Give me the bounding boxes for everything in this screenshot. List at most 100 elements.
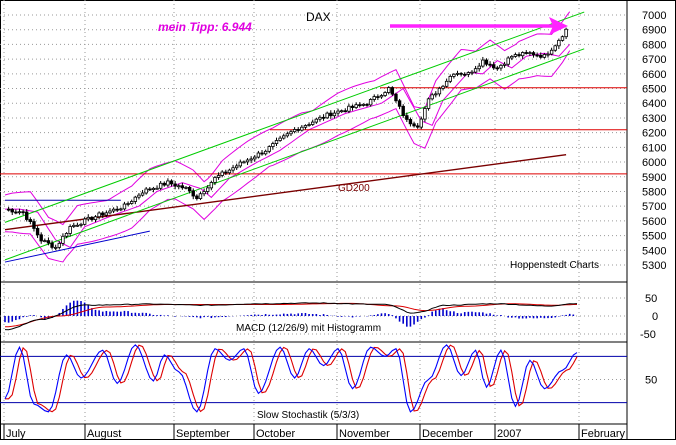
candle	[455, 70, 460, 77]
candle	[531, 50, 536, 58]
candle	[296, 127, 300, 133]
candle	[129, 199, 134, 205]
candle	[535, 52, 539, 58]
candle	[119, 207, 123, 212]
candle	[32, 218, 36, 232]
candle	[477, 62, 481, 72]
candle	[423, 106, 427, 123]
candle	[484, 58, 489, 67]
candle	[28, 217, 33, 225]
channel-lower	[4, 48, 585, 261]
x-tick-label: December	[422, 428, 473, 440]
candle	[390, 86, 395, 96]
candle	[245, 158, 250, 165]
candle	[289, 129, 293, 137]
candle	[242, 160, 246, 164]
tick-label: -50	[640, 329, 656, 341]
candle	[310, 119, 315, 126]
candle	[430, 92, 434, 101]
candle	[133, 195, 138, 205]
candle	[97, 211, 101, 220]
candle	[481, 56, 485, 68]
candle	[303, 124, 308, 130]
stochastic-label: Slow Stochastik (5/3/3)	[257, 410, 359, 421]
x-axis-labels: July August September October November Decemb…	[6, 428, 626, 440]
tick-label: 5500	[642, 231, 666, 243]
tick-label: 6900	[642, 25, 666, 37]
tick-label: 5600	[642, 216, 666, 228]
tick-label: 6500	[642, 84, 666, 96]
candle	[499, 63, 503, 71]
tick-label: 6600	[642, 69, 666, 81]
x-tick-label: September	[176, 428, 230, 440]
candle	[93, 215, 98, 223]
macd-axis-labels: 50 0 -50	[640, 293, 658, 341]
tick-label: 5800	[642, 186, 666, 198]
tick-label: 6200	[642, 128, 666, 140]
candle	[336, 108, 340, 117]
candle	[354, 102, 358, 110]
stoch-axis-labels: 50	[645, 375, 657, 387]
candle	[307, 122, 311, 127]
candle	[285, 131, 290, 138]
candle	[274, 137, 279, 147]
candle	[339, 109, 344, 113]
candle	[140, 189, 145, 197]
candle	[437, 86, 442, 97]
candle	[82, 217, 87, 226]
candle	[300, 125, 304, 132]
support-lines	[0, 87, 627, 201]
candle	[524, 50, 528, 55]
candle	[495, 65, 500, 71]
candle	[198, 191, 203, 201]
tick-label: 5300	[642, 260, 666, 272]
candle	[564, 27, 568, 40]
candle	[75, 222, 80, 227]
candle	[318, 115, 322, 122]
candle	[267, 145, 271, 154]
candle	[50, 240, 54, 250]
candle	[137, 193, 141, 200]
candle	[459, 72, 463, 77]
tick-label: 6300	[642, 113, 666, 125]
candle	[358, 102, 362, 108]
tick-label: 5400	[642, 245, 666, 257]
candle	[169, 179, 174, 187]
candle	[86, 214, 90, 222]
candle	[444, 78, 449, 88]
candle	[166, 178, 170, 188]
candle	[502, 61, 507, 68]
macd-line	[4, 302, 578, 331]
gd200-label: GD200	[338, 183, 370, 194]
candle	[14, 209, 18, 215]
tick-label: 5900	[642, 172, 666, 184]
candle	[25, 209, 29, 222]
x-tick-label: February	[581, 428, 626, 440]
candle	[372, 94, 376, 102]
candle	[104, 210, 109, 218]
candle	[216, 172, 221, 180]
candle	[111, 207, 116, 214]
candle	[68, 224, 72, 237]
bollinger-lower	[4, 50, 571, 263]
macd-label: MACD (12/26/9) mit Histogramm	[236, 323, 381, 334]
candle	[17, 208, 22, 215]
candle	[224, 169, 228, 176]
candle	[256, 150, 261, 159]
tick-label: 5700	[642, 201, 666, 213]
candle	[35, 226, 40, 239]
tick-label: 6400	[642, 98, 666, 110]
candle	[209, 180, 214, 191]
candle	[213, 175, 217, 186]
channel-upper	[4, 11, 585, 223]
candle	[57, 241, 61, 250]
macd-signal-line	[4, 302, 577, 328]
tick-label: 50	[645, 375, 657, 387]
source-label: Hoppenstedt Charts	[510, 260, 599, 271]
candle	[234, 163, 239, 171]
candle	[184, 186, 188, 190]
candle	[249, 156, 253, 164]
candle	[347, 103, 351, 114]
candle	[6, 206, 11, 212]
